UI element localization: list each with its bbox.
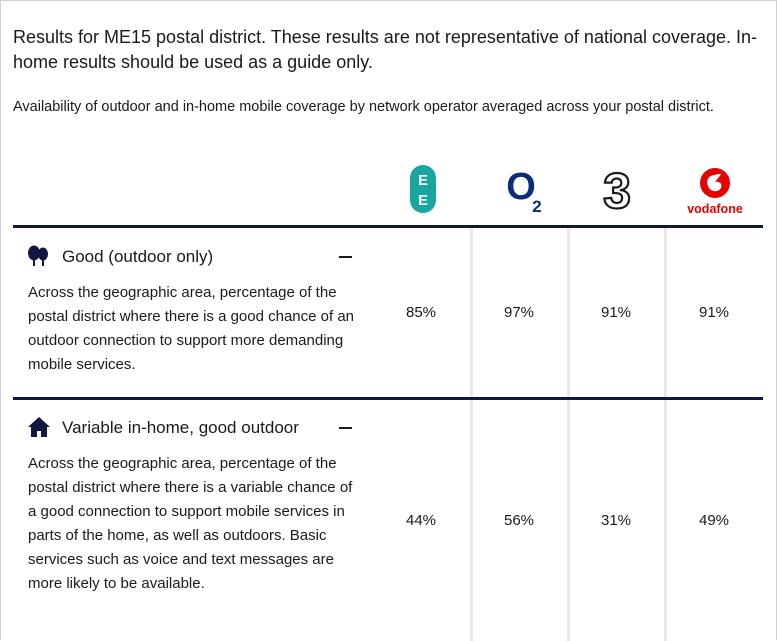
value-o2-variable-in-home: 56% bbox=[503, 512, 535, 529]
collapse-good-outdoor-button[interactable] bbox=[337, 249, 353, 265]
table-top-rule bbox=[13, 225, 763, 228]
column-divider bbox=[567, 228, 570, 641]
column-divider bbox=[470, 228, 473, 641]
value-three-good-outdoor: 91% bbox=[600, 304, 632, 321]
section-description-variable-in-home: Across the geographic area, percentage o… bbox=[28, 455, 353, 592]
three-logo-icon: 3 bbox=[567, 161, 667, 217]
svg-text:3: 3 bbox=[603, 163, 631, 216]
minus-icon bbox=[338, 256, 352, 258]
svg-text:E: E bbox=[418, 192, 428, 209]
value-ee-good-outdoor: 85% bbox=[405, 304, 437, 321]
trees-icon bbox=[27, 245, 49, 267]
vodafone-logo-icon: vodafone bbox=[665, 161, 765, 217]
value-o2-good-outdoor: 97% bbox=[503, 304, 535, 321]
minus-icon bbox=[338, 427, 352, 429]
results-subheading: Availability of outdoor and in-home mobi… bbox=[13, 99, 714, 115]
value-ee-variable-in-home: 44% bbox=[405, 512, 437, 529]
value-three-variable-in-home: 31% bbox=[600, 512, 632, 529]
section-divider-rule bbox=[13, 397, 763, 400]
value-vodafone-good-outdoor: 91% bbox=[698, 304, 730, 321]
ee-logo-icon: E E bbox=[373, 161, 473, 217]
column-divider bbox=[664, 228, 667, 641]
house-icon bbox=[27, 416, 50, 438]
value-vodafone-variable-in-home: 49% bbox=[698, 512, 730, 529]
svg-text:E: E bbox=[418, 172, 428, 189]
svg-text:2: 2 bbox=[532, 197, 541, 215]
svg-text:O: O bbox=[506, 166, 536, 208]
collapse-variable-in-home-button[interactable] bbox=[337, 420, 353, 436]
svg-text:vodafone: vodafone bbox=[687, 202, 743, 216]
section-title-variable-in-home: Variable in-home, good outdoor bbox=[62, 418, 299, 437]
results-headline: Results for ME15 postal district. These … bbox=[13, 27, 758, 72]
o2-logo-icon: O 2 bbox=[471, 161, 571, 217]
section-description-good-outdoor: Across the geographic area, percentage o… bbox=[28, 284, 355, 373]
section-title-good-outdoor: Good (outdoor only) bbox=[62, 247, 214, 266]
